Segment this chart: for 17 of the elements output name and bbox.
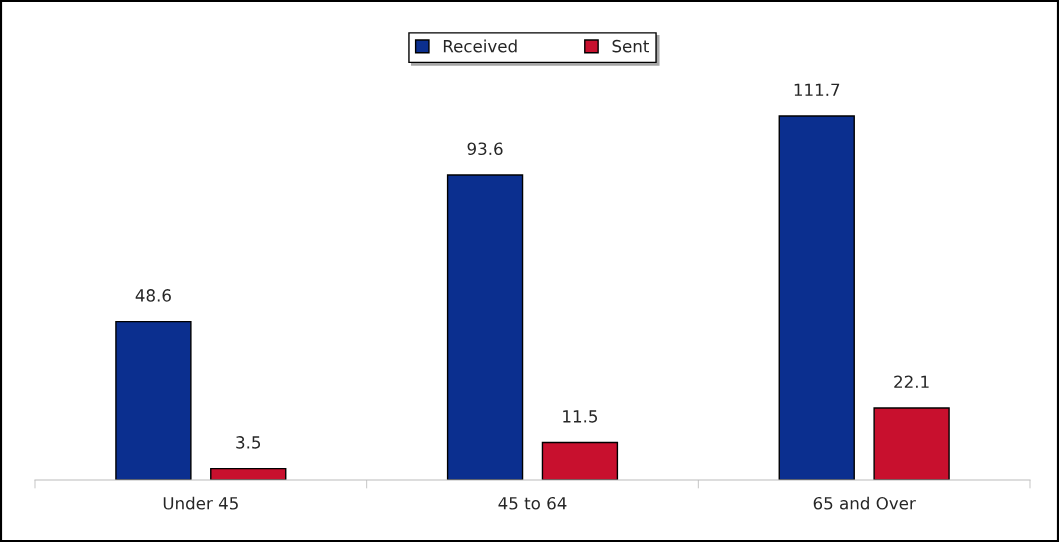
x-tick-label: 45 to 64 — [498, 496, 567, 510]
bar — [210, 467, 287, 480]
data-label: 48.6 — [135, 289, 171, 302]
data-label: 111.7 — [794, 83, 840, 96]
bar — [873, 407, 950, 480]
x-tick-label: 65 and Over — [813, 496, 916, 510]
data-label: 22.1 — [894, 375, 929, 388]
bar — [446, 174, 524, 480]
data-label: 11.5 — [563, 410, 598, 423]
bar — [778, 115, 855, 480]
legend-label: Received — [443, 39, 517, 53]
bar — [115, 320, 192, 480]
bar — [541, 441, 619, 480]
legend-label: Sent — [612, 39, 649, 53]
data-label: 93.6 — [467, 142, 503, 156]
data-label: 3.5 — [236, 436, 261, 449]
x-tick-label: Under 45 — [163, 496, 238, 510]
